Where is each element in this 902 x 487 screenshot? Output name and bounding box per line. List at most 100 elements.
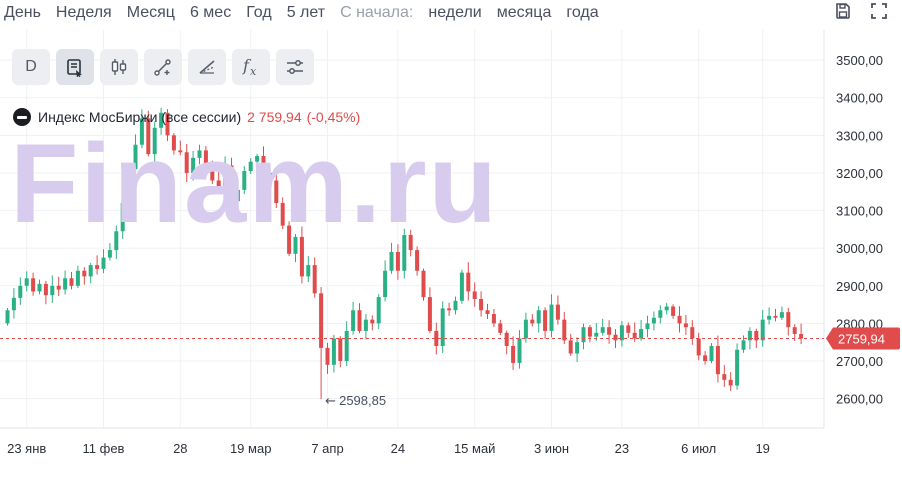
candle-body [645, 323, 650, 330]
svg-text:x: x [250, 65, 257, 78]
save-button[interactable] [832, 0, 854, 22]
candle-body [671, 306, 676, 316]
candle-body [613, 334, 618, 341]
candle-body [741, 340, 746, 350]
time-tick-label: 7 апр [311, 441, 343, 456]
candle-body [69, 278, 74, 286]
candle-body [216, 180, 221, 188]
drawing-line-icon [154, 59, 171, 76]
chart-type-button[interactable] [100, 49, 138, 85]
since-month[interactable]: месяца [496, 4, 552, 21]
candle-body [530, 319, 535, 324]
trendline-tool-icon [199, 60, 215, 74]
chart-legend: Индекс МосБиржи (все сессии) 2 759,94 (-… [13, 108, 360, 126]
candle-body [536, 310, 541, 324]
trendline-tool-button[interactable] [188, 49, 226, 85]
candle-body [319, 293, 324, 348]
candle-body [728, 379, 733, 386]
candle-body [152, 127, 157, 155]
min-annotation: ← 2598,85 [325, 393, 386, 409]
range-day[interactable]: День [4, 4, 41, 21]
since-label: С начала: [340, 4, 414, 21]
candle-body [50, 285, 55, 296]
candle-body [715, 345, 720, 375]
candle-body [133, 144, 138, 170]
candle-body [338, 338, 343, 362]
time-tick-label: 19 [755, 441, 769, 456]
candle-body [767, 315, 772, 320]
candle-body [427, 297, 432, 331]
range-month[interactable]: Месяц [126, 4, 175, 21]
time-tick-label: 23 янв [7, 441, 46, 456]
instrument-name: Индекс МосБиржи (все сессии) [38, 109, 242, 125]
candle-body [479, 298, 484, 311]
price-tick-label: 3300,00 [836, 128, 883, 143]
range-bar: День Неделя Месяц 6 мес Год 5 лет С нача… [0, 0, 820, 26]
candle-body [383, 270, 388, 298]
candle-body [421, 270, 426, 298]
save-icon [836, 3, 850, 19]
candle-body [658, 310, 663, 318]
time-tick-label: 15 май [454, 441, 496, 456]
candle-body [517, 338, 522, 363]
watermark: Finam.ru [10, 121, 499, 246]
function-button[interactable]: f x [232, 49, 270, 85]
candle-body [351, 310, 356, 331]
time-axis[interactable]: 23 янв 11 фев 28 19 мар 7 апр 24 15 май 3 июн 23… [7, 441, 770, 456]
fullscreen-button[interactable] [868, 0, 890, 22]
candle-body [363, 319, 368, 331]
candle-body [210, 163, 215, 181]
candle-body [581, 327, 586, 343]
candle-body [18, 285, 23, 298]
candle-body [747, 330, 752, 341]
candle-body [274, 180, 279, 204]
candle-body [82, 270, 87, 277]
candle-body [165, 112, 170, 136]
candlestick-icon [111, 59, 127, 75]
candle-body [568, 340, 573, 354]
settings-button[interactable] [276, 49, 314, 85]
range-year[interactable]: Год [246, 4, 272, 21]
candle-body [709, 345, 714, 362]
price-tick-label: 3400,00 [836, 91, 883, 106]
candle-body [690, 327, 695, 339]
range-6-months[interactable]: 6 мес [189, 4, 232, 21]
candle-body [184, 152, 189, 173]
candle-body [735, 349, 740, 386]
since-year[interactable]: года [566, 4, 599, 21]
candle-body [543, 310, 548, 331]
candle-body [43, 283, 48, 296]
time-tick-label: 28 [173, 441, 187, 456]
range-5-years[interactable]: 5 лет [286, 4, 326, 21]
range-week[interactable]: Неделя [55, 4, 112, 21]
candle-body [607, 327, 612, 335]
price-tick-label: 3000,00 [836, 241, 883, 256]
candle-body [485, 310, 490, 315]
candle-body [434, 330, 439, 346]
time-tick-label: 23 [615, 441, 629, 456]
indicator-list-icon [67, 59, 82, 77]
drawing-tool-button[interactable] [144, 49, 182, 85]
candle-body [229, 165, 234, 202]
candle-body [31, 278, 36, 292]
candle-body [370, 319, 375, 324]
candle-body [357, 310, 362, 331]
candle-body [191, 157, 196, 173]
candle-body [261, 156, 266, 173]
candle-body [120, 203, 125, 232]
candle-body [722, 374, 727, 380]
period-button[interactable]: D [12, 49, 50, 85]
candle-body [312, 265, 317, 294]
candle-body [786, 312, 791, 328]
candle-body [440, 308, 445, 346]
candle-body [453, 300, 458, 311]
min-arrow-icon: ← [325, 394, 336, 409]
price-axis[interactable]: 3500,00 3400,00 3300,00 3200,00 3100,00 3000,… [836, 53, 883, 407]
min-price-label: 2598,85 [339, 393, 386, 408]
indicator-list-button[interactable] [56, 49, 94, 85]
candle-body [677, 315, 682, 324]
candle-body [235, 189, 240, 202]
candle-body [626, 325, 631, 333]
since-week[interactable]: недели [428, 4, 482, 21]
